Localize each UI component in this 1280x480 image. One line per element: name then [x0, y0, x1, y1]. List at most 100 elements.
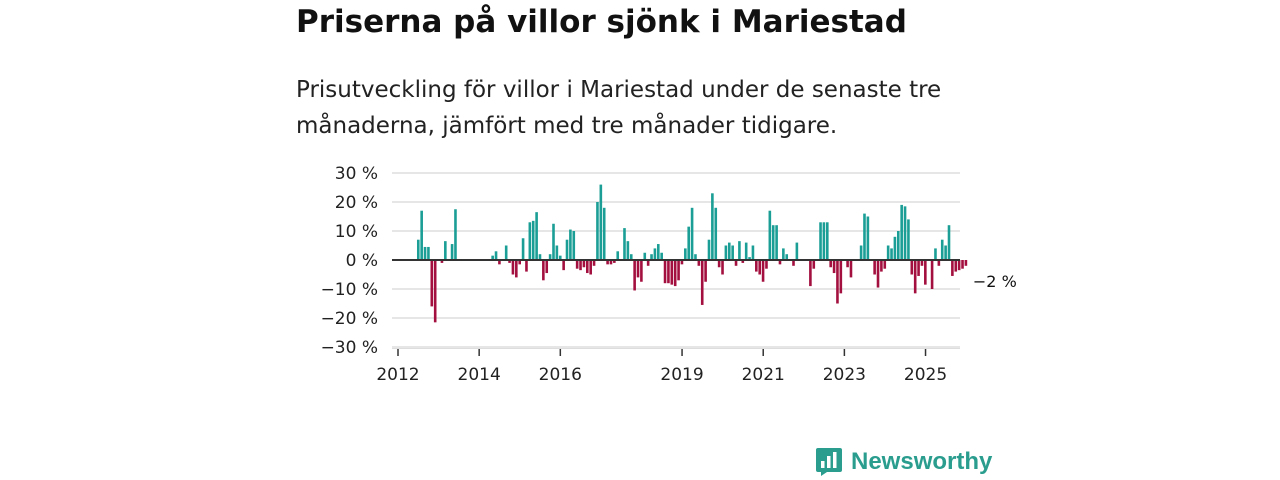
bar [727, 242, 731, 260]
y-tick-label: 0 % [346, 251, 378, 271]
bar [555, 245, 559, 260]
brand-name: Newsworthy [851, 448, 993, 475]
x-tick-label: 2012 [376, 365, 419, 385]
bar [768, 210, 772, 260]
x-tick-label: 2025 [904, 365, 947, 385]
bar [599, 184, 603, 260]
bar [724, 245, 728, 260]
bar [575, 260, 579, 269]
bar [491, 255, 494, 260]
x-axis: 2012 2014 2016 2019 2021 2023 2025 [376, 348, 960, 385]
bar [903, 206, 907, 260]
bar [582, 260, 586, 268]
bar [785, 254, 789, 260]
bar [450, 244, 454, 260]
bar [694, 254, 697, 260]
bar [454, 209, 457, 260]
bar [562, 260, 565, 271]
bar [535, 212, 538, 260]
bar [687, 226, 691, 260]
bar [586, 260, 589, 274]
bar [731, 245, 734, 260]
bar [518, 260, 521, 265]
bar [684, 248, 687, 260]
bar [646, 260, 650, 266]
bar [930, 260, 934, 289]
bar [744, 242, 748, 260]
y-tick-label: −10 % [321, 280, 378, 300]
bar [673, 260, 677, 287]
bar [525, 260, 528, 272]
bar [656, 244, 660, 260]
bar [430, 260, 434, 307]
bar [542, 260, 545, 281]
bar [565, 239, 569, 260]
bar [917, 260, 920, 276]
bar [677, 260, 680, 281]
bar [623, 228, 626, 260]
bar [944, 245, 947, 260]
bar [508, 260, 511, 263]
bar [839, 260, 843, 294]
bar [738, 241, 741, 260]
bar [829, 260, 832, 268]
bar [616, 251, 620, 260]
bar [427, 246, 430, 260]
bar [910, 260, 914, 275]
y-tick-label: 10 % [335, 222, 378, 242]
bar [934, 248, 937, 260]
bar [900, 204, 903, 260]
bar [957, 260, 961, 271]
chart-subtitle: Prisutveckling för villor i Mariestad un… [296, 77, 942, 139]
bar [751, 245, 755, 260]
bar [778, 260, 782, 265]
bar [859, 245, 863, 260]
bar [863, 213, 866, 260]
bar [896, 231, 900, 260]
bar [920, 260, 924, 266]
bar [964, 260, 968, 266]
bar [613, 260, 616, 263]
bar [521, 238, 525, 260]
bar [653, 248, 657, 260]
bar [444, 241, 447, 260]
bar [416, 239, 420, 260]
bar [629, 254, 633, 260]
bar [440, 260, 444, 263]
bar [558, 255, 562, 260]
bar [670, 260, 674, 285]
bar [819, 222, 822, 260]
y-axis-labels: 30 % 20 % 10 % 0 % −10 % −20 % −30 % [321, 164, 378, 358]
bar [423, 246, 427, 260]
bar [545, 260, 549, 274]
bar [775, 225, 778, 260]
bar [734, 260, 738, 266]
y-tick-label: −20 % [321, 309, 378, 329]
bar [633, 260, 636, 291]
bar [596, 202, 599, 260]
bar [569, 229, 572, 260]
bar [947, 225, 951, 260]
bar [907, 219, 910, 260]
bar [504, 245, 508, 260]
bar [748, 257, 751, 260]
bar [552, 223, 555, 260]
chart-title: Priserna på villor sjönk i Mariestad [296, 4, 907, 40]
x-tick-label: 2016 [539, 365, 582, 385]
bar [765, 260, 768, 269]
bar [792, 260, 795, 266]
bar [498, 260, 501, 265]
bar [880, 260, 883, 272]
bar [755, 260, 758, 272]
bar [690, 207, 694, 260]
bar [717, 260, 721, 268]
bar [433, 260, 437, 323]
bar [721, 260, 724, 275]
bar [711, 193, 714, 260]
bar [832, 260, 836, 274]
bar [741, 260, 745, 263]
bar [589, 260, 592, 275]
grid-lines [392, 172, 960, 348]
bar [602, 207, 606, 260]
x-tick-label: 2019 [660, 365, 703, 385]
